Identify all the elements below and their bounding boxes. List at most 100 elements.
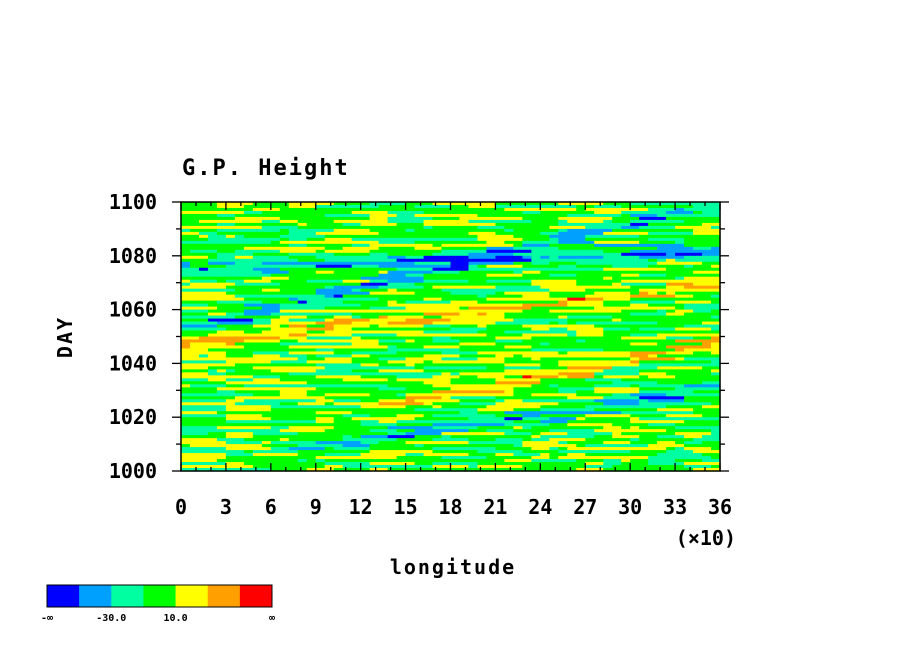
heatmap-cell (288, 270, 308, 275)
heatmap-cell (639, 225, 676, 230)
heatmap-cell (225, 384, 245, 388)
heatmap-cell (639, 324, 685, 329)
heatmap-cell (495, 435, 505, 439)
heatmap-cell (288, 204, 317, 209)
heatmap-cell (648, 462, 685, 466)
heatmap-cell (432, 309, 461, 314)
heatmap-cell (711, 255, 721, 260)
heatmap-cell (405, 399, 416, 403)
heatmap-cell (630, 432, 676, 436)
heatmap-cell (711, 345, 721, 350)
heatmap-cell (468, 243, 514, 248)
heatmap-cell (441, 432, 488, 436)
heatmap-cell (684, 228, 694, 233)
heatmap-cell (567, 219, 604, 224)
heatmap-cell (360, 240, 371, 245)
heatmap-cell (181, 468, 209, 472)
heatmap-cell (261, 414, 281, 418)
heatmap-cell (693, 390, 721, 394)
heatmap-cell (657, 270, 694, 275)
heatmap-cell (504, 426, 514, 430)
heatmap-cell (477, 450, 514, 454)
heatmap-cell (468, 438, 497, 442)
heatmap-cell (621, 462, 649, 466)
heatmap-cell (432, 285, 452, 290)
heatmap-cell (297, 357, 308, 362)
x-tick-label: 24 (528, 495, 552, 519)
heatmap-cell (486, 366, 505, 370)
heatmap-cell (261, 285, 272, 290)
heatmap-cell (181, 243, 218, 248)
heatmap-cell (612, 465, 640, 469)
heatmap-cell (666, 447, 676, 451)
heatmap-cell (540, 432, 568, 436)
heatmap-cell (684, 330, 712, 335)
heatmap-cell (666, 336, 694, 341)
heatmap-cell (181, 444, 191, 448)
heatmap-cell (468, 252, 514, 257)
heatmap-cell (630, 300, 676, 305)
heatmap-cell (234, 390, 281, 394)
heatmap-cell (693, 210, 703, 215)
heatmap-cell (216, 324, 254, 329)
heatmap-cell (630, 372, 640, 376)
heatmap-cell (315, 288, 353, 293)
heatmap-cell (459, 306, 470, 311)
heatmap-cell (576, 456, 604, 460)
heatmap-cell (630, 414, 667, 418)
heatmap-cell (504, 202, 541, 206)
heatmap-cell (504, 345, 532, 350)
heatmap-cell (225, 342, 236, 347)
heatmap-cell (234, 291, 263, 296)
heatmap-cell (468, 366, 488, 370)
heatmap-cell (684, 306, 721, 311)
heatmap-cell (396, 354, 425, 359)
heatmap-cell (639, 315, 667, 320)
heatmap-cell (279, 282, 317, 287)
heatmap-cell (684, 348, 703, 353)
heatmap-cell (666, 414, 703, 418)
heatmap-cell (612, 342, 631, 347)
heatmap-cell (495, 321, 523, 326)
heatmap-cell (558, 219, 568, 224)
heatmap-cell (549, 234, 586, 239)
heatmap-cell (378, 387, 407, 391)
heatmap-cell (216, 369, 227, 373)
heatmap-cell (270, 396, 281, 400)
heatmap-cell (423, 225, 434, 230)
heatmap-cell (405, 300, 452, 305)
heatmap-cell (288, 408, 335, 412)
heatmap-cell (234, 396, 254, 400)
heatmap-cell (315, 210, 353, 215)
heatmap-cell (450, 396, 497, 400)
heatmap-cell (181, 432, 209, 436)
heatmap-cell (594, 453, 640, 457)
heatmap-cell (693, 438, 721, 442)
heatmap-cell (486, 324, 497, 329)
heatmap-cell (324, 318, 335, 323)
heatmap-cell (639, 396, 685, 400)
y-tick-label: 1020 (109, 405, 157, 429)
heatmap-cell (342, 435, 353, 439)
heatmap-cell (549, 309, 568, 314)
heatmap-cell (181, 249, 191, 254)
heatmap-cell (342, 378, 371, 382)
heatmap-cell (225, 375, 254, 379)
heatmap-cell (181, 390, 191, 394)
heatmap-cell (630, 405, 667, 409)
heatmap-cell (531, 261, 550, 266)
heatmap-cell (603, 202, 631, 206)
heatmap-cell (288, 414, 308, 418)
heatmap-cell (181, 282, 191, 287)
heatmap-cell (297, 459, 308, 463)
heatmap-cell (486, 342, 497, 347)
heatmap-cell (378, 246, 416, 251)
heatmap-cell (558, 264, 568, 269)
heatmap-cell (243, 246, 290, 251)
heatmap-cell (261, 435, 281, 439)
heatmap-cell (540, 405, 568, 409)
heatmap-cell (603, 276, 613, 281)
heatmap-cell (324, 273, 335, 278)
colorbar-swatch (79, 585, 112, 607)
heatmap-cell (181, 294, 227, 299)
